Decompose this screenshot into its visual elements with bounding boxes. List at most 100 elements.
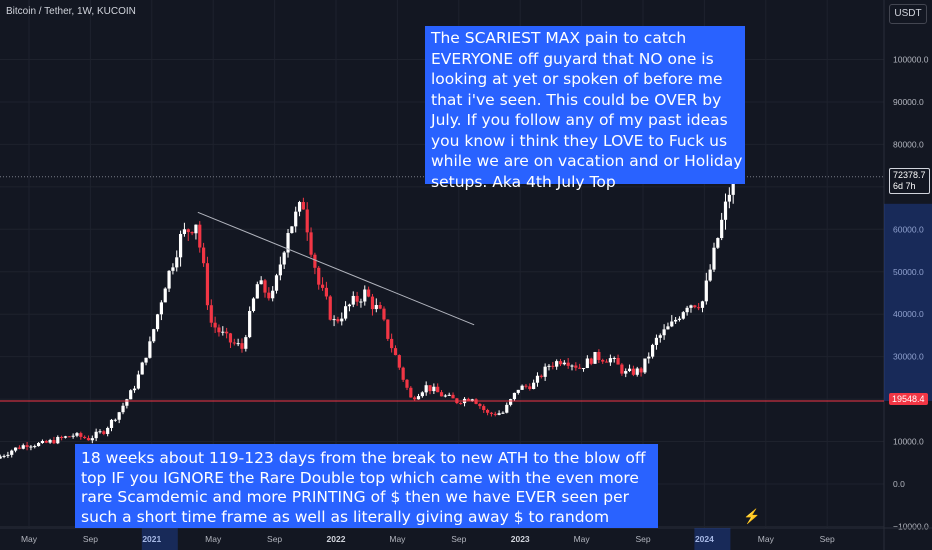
- candle-body: [75, 433, 79, 436]
- candle-body: [727, 194, 731, 202]
- candle-body: [186, 229, 190, 233]
- candle-body: [370, 296, 375, 310]
- candle-body: [643, 358, 647, 373]
- candle-body: [666, 326, 670, 330]
- x-tick-label: May: [574, 534, 591, 544]
- candle-body: [720, 219, 724, 239]
- candle-body: [485, 409, 490, 413]
- candle-body: [367, 289, 371, 297]
- candle-body: [267, 292, 271, 299]
- candle-body: [324, 287, 329, 297]
- candle-body: [286, 233, 290, 253]
- candle-body: [336, 319, 340, 322]
- candle-body: [620, 364, 624, 374]
- candle-body: [420, 392, 424, 397]
- candle-body: [451, 394, 455, 399]
- candle-body: [86, 438, 91, 441]
- candle-body: [67, 436, 71, 438]
- candle-body: [578, 367, 582, 369]
- candle-body: [198, 224, 202, 248]
- candle-body: [144, 357, 148, 363]
- candle-body: [301, 202, 305, 210]
- candle-body: [259, 280, 263, 285]
- candle-body: [343, 306, 348, 319]
- candle-body: [190, 232, 194, 234]
- candle-body: [251, 298, 256, 311]
- candle-body: [347, 304, 352, 307]
- candle-body: [175, 257, 179, 268]
- candle-body: [113, 419, 117, 421]
- candle-body: [83, 436, 87, 439]
- x-tick-label: May: [758, 534, 775, 544]
- y-tick-label: 90000.0: [893, 97, 924, 107]
- candle-body: [708, 269, 712, 281]
- candle-body: [601, 359, 605, 362]
- candle-body: [662, 329, 666, 336]
- candle-body: [697, 307, 701, 309]
- candle-body: [547, 365, 551, 367]
- candle-body: [263, 280, 267, 293]
- candle-body: [716, 238, 720, 248]
- annotation-note-top[interactable]: The SCARIEST MAX pain to catch EVERYONE …: [425, 26, 745, 191]
- candle-body: [401, 367, 405, 380]
- candle-body: [493, 413, 497, 415]
- candle-body: [581, 368, 586, 370]
- annotation-note-bottom[interactable]: 18 weeks about 119-123 days from the bre…: [75, 444, 658, 528]
- candle-body: [677, 318, 682, 320]
- candle-body: [332, 319, 336, 321]
- candle-body: [654, 337, 659, 345]
- y-tick-label: 50000.0: [893, 267, 924, 277]
- candle-body: [244, 337, 248, 349]
- candle-body: [182, 229, 187, 234]
- candle-body: [516, 389, 520, 393]
- y-tick-label: 30000.0: [893, 352, 924, 362]
- candle-body: [294, 211, 298, 227]
- candle-body: [205, 263, 210, 306]
- candle-body: [409, 387, 413, 398]
- candle-body: [459, 403, 463, 405]
- candle-body: [489, 412, 494, 414]
- candle-body: [90, 438, 94, 441]
- x-tick-label: 2023: [511, 534, 530, 544]
- candle-body: [10, 450, 14, 455]
- candle-body: [624, 371, 628, 374]
- candle-body: [136, 374, 140, 389]
- candle-body: [36, 443, 41, 447]
- candle-body: [60, 436, 64, 438]
- candle-body: [13, 447, 18, 451]
- tradingview-logo-icon[interactable]: ⚡: [743, 508, 761, 524]
- candle-body: [700, 301, 705, 308]
- candle-body: [562, 362, 566, 365]
- candle-body: [566, 362, 570, 366]
- candle-body: [232, 342, 236, 344]
- candle-body: [520, 385, 524, 390]
- candle-body: [109, 419, 114, 428]
- candle-body: [474, 399, 478, 404]
- candle-body: [631, 368, 636, 375]
- candle-body: [317, 267, 321, 285]
- candle-body: [297, 202, 302, 212]
- x-tick-label: Sep: [820, 534, 835, 544]
- candle-body: [106, 427, 110, 434]
- candle-body: [432, 386, 436, 392]
- y-tick-label: 40000.0: [893, 309, 924, 319]
- x-tick-label: Sep: [635, 534, 650, 544]
- x-tick-label: 2024: [695, 534, 714, 544]
- candle-body: [313, 254, 317, 268]
- candle-body: [102, 431, 106, 434]
- candle-body: [382, 308, 386, 320]
- x-tick-label: May: [21, 534, 38, 544]
- candle-body: [255, 284, 259, 299]
- candle-body: [171, 267, 175, 271]
- candle-body: [194, 224, 198, 234]
- candle-body: [723, 201, 728, 220]
- candle-body: [363, 289, 367, 302]
- x-tick-label: Sep: [267, 534, 282, 544]
- candle-body: [482, 406, 486, 410]
- currency-button[interactable]: USDT: [889, 4, 927, 24]
- candle-body: [658, 335, 662, 338]
- candle-body: [650, 344, 655, 357]
- candle-body: [405, 379, 409, 388]
- candle-body: [574, 365, 578, 368]
- candle-body: [570, 365, 574, 367]
